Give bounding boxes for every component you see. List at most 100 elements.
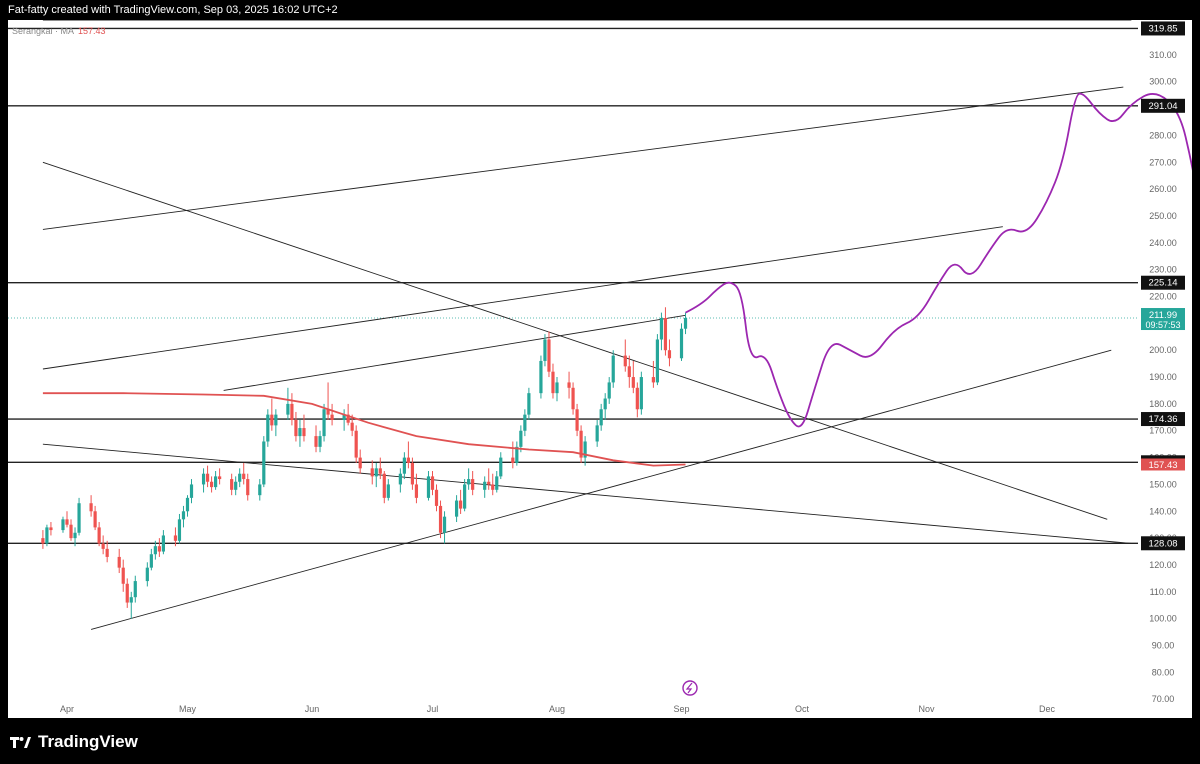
x-tick-label: Aug (549, 704, 565, 714)
x-tick-label: Oct (795, 704, 810, 714)
candle-body (454, 500, 459, 517)
candle-body (41, 538, 45, 544)
y-tick-label: 310.00 (1149, 50, 1177, 60)
y-tick-label: 90.00 (1152, 641, 1175, 651)
x-tick-label: Jun (305, 704, 320, 714)
candle-body (579, 430, 583, 458)
candle-body (246, 479, 250, 496)
candle-body (230, 479, 234, 490)
chart-attribution: Fat-fatty created with TradingView.com, … (0, 0, 1200, 20)
candle-body (495, 476, 499, 490)
candle-body (663, 317, 668, 351)
candle-body (117, 556, 121, 568)
candle-body (209, 481, 214, 488)
candle-body (438, 505, 443, 533)
candle-body (515, 446, 519, 463)
candle-body (322, 409, 326, 437)
candle-body (575, 409, 579, 431)
projection-path (685, 92, 1192, 428)
last-price-value: 211.99 (1149, 310, 1177, 321)
level-label: 128.08 (1148, 538, 1177, 549)
indicator-legend[interactable]: Serangkai · MA 157.43 (12, 26, 106, 36)
level-label-box (1141, 98, 1185, 113)
y-tick-label: 280.00 (1149, 130, 1177, 140)
time-axis: Apr May Jun Jul Aug Sep Oct Nov Dec (60, 704, 1056, 714)
candle-body (45, 527, 49, 544)
candle-body (623, 355, 627, 367)
candle-body (679, 328, 684, 359)
ma-line (42, 392, 686, 467)
price-chart[interactable]: 70.0080.0090.00100.00110.00120.00130.001… (8, 20, 1192, 718)
x-tick-label: Apr (60, 704, 74, 714)
y-tick-label: 140.00 (1149, 506, 1177, 516)
candle-body (157, 546, 161, 552)
candle-body (314, 436, 318, 447)
candle-body (129, 597, 133, 603)
tradingview-brand[interactable]: TradingView (10, 732, 138, 752)
candle-body (350, 422, 354, 431)
candle-body (201, 473, 206, 485)
candle-body (583, 441, 587, 458)
candle-body (414, 484, 419, 498)
candle-body (527, 393, 531, 415)
candle-body (330, 414, 334, 421)
y-tick-label: 70.00 (1152, 694, 1175, 704)
candle-body (218, 476, 222, 480)
trendline (90, 349, 1112, 630)
lightning-icon[interactable] (682, 680, 698, 696)
candle-body (430, 476, 435, 490)
candle-body (543, 339, 547, 361)
candle-body (491, 484, 495, 490)
price-labels: 319.85291.04225.14174.36158.25128.08211.… (1141, 21, 1185, 551)
candle-body (242, 473, 246, 480)
candle-body (603, 398, 607, 410)
candle-body (607, 382, 611, 399)
candle-body (185, 497, 190, 512)
candle-body (354, 430, 358, 458)
candle-body (659, 317, 664, 340)
candle-body (125, 583, 129, 603)
candle-body (101, 543, 105, 549)
chart-panel[interactable]: 70.0080.0090.00100.00110.00120.00130.001… (8, 20, 1192, 718)
level-label: 174.36 (1148, 414, 1177, 425)
level-label: 225.14 (1148, 278, 1177, 289)
candle-body (298, 428, 302, 437)
candle-body (258, 484, 262, 496)
candle-body (133, 581, 137, 598)
candle-body (77, 503, 81, 533)
last-price-box (1141, 308, 1185, 331)
candle-body (149, 554, 153, 568)
trendline (42, 86, 1124, 230)
x-tick-label: May (179, 704, 197, 714)
candle-body (511, 457, 515, 463)
price-axis: 70.0080.0090.00100.00110.00120.00130.001… (1149, 50, 1177, 704)
candle-body (442, 516, 447, 533)
candle-body (318, 436, 322, 447)
candle-body (189, 484, 194, 498)
level-label-box (1141, 536, 1185, 551)
ma-value-box (1141, 458, 1185, 471)
y-tick-label: 260.00 (1149, 184, 1177, 194)
horizontal-levels (8, 27, 1138, 544)
candle-body (370, 468, 374, 477)
candle-body (153, 546, 157, 555)
y-tick-label: 230.00 (1149, 265, 1177, 275)
candle-body (378, 468, 382, 474)
level-label-box (1141, 412, 1185, 427)
ma-value-label: 157.43 (1148, 460, 1177, 471)
level-label-box (1141, 21, 1185, 36)
y-tick-label: 120.00 (1149, 560, 1177, 570)
candle-body (97, 527, 101, 544)
candle-body (434, 489, 439, 506)
candle-body (467, 479, 471, 485)
level-label-box (1141, 275, 1185, 290)
trendlines (42, 20, 1132, 630)
candle-body (410, 462, 415, 485)
level-label: 319.85 (1148, 23, 1177, 34)
candle-body (611, 355, 615, 383)
candle-body (459, 500, 463, 509)
candle-body (234, 481, 238, 490)
candle-body (499, 457, 503, 477)
candle-body (471, 479, 475, 490)
candle-body (173, 535, 178, 541)
